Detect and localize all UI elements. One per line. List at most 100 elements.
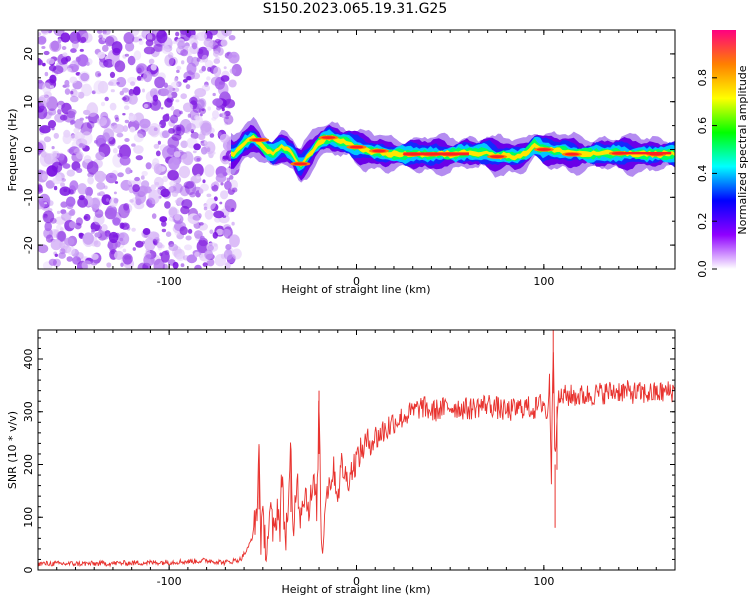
- ridge-hotspot: [371, 149, 386, 153]
- noise-blob: [206, 197, 216, 210]
- noise-blob: [191, 42, 198, 50]
- noise-blob: [194, 115, 200, 121]
- noise-blob: [147, 231, 160, 241]
- noise-blob: [209, 133, 215, 138]
- noise-blob: [200, 122, 212, 136]
- y-tick-label: -10: [22, 188, 35, 206]
- noise-blob: [142, 88, 145, 93]
- noise-blob: [107, 242, 114, 249]
- noise-blob: [183, 181, 195, 189]
- noise-blob: [109, 71, 116, 78]
- noise-blob: [66, 84, 70, 88]
- noise-blob: [112, 47, 121, 56]
- noise-blob: [122, 87, 129, 93]
- noise-blob: [49, 74, 57, 84]
- noise-blob: [69, 31, 81, 44]
- noise-blob: [152, 238, 157, 245]
- y-tick-label: 10: [22, 95, 35, 109]
- noise-blob: [171, 191, 178, 197]
- noise-blob: [228, 79, 237, 88]
- noise-blob: [136, 65, 145, 73]
- noise-blob: [213, 58, 221, 64]
- noise-blob: [49, 40, 62, 53]
- noise-blob: [133, 50, 142, 61]
- noise-blob: [192, 163, 204, 177]
- noise-blob: [176, 69, 180, 73]
- noise-blob: [170, 105, 175, 111]
- noise-blob: [232, 187, 238, 193]
- noise-blob: [133, 86, 141, 96]
- noise-blob: [64, 237, 75, 246]
- noise-blob: [114, 241, 121, 248]
- noise-blob: [93, 240, 99, 245]
- noise-blob: [168, 186, 174, 192]
- noise-blob: [79, 117, 84, 121]
- noise-blob: [204, 209, 214, 220]
- noise-blob: [119, 156, 131, 166]
- noise-blob: [161, 221, 167, 227]
- noise-blob: [223, 114, 234, 125]
- snr-series-line: [38, 352, 675, 568]
- noise-blob: [176, 253, 185, 261]
- noise-blob: [86, 121, 95, 129]
- colorbar-tick-label: 0.6: [696, 117, 709, 135]
- noise-blob: [187, 228, 193, 234]
- noise-blob: [221, 30, 232, 37]
- noise-blob: [164, 201, 171, 209]
- noise-blob: [51, 69, 56, 73]
- noise-blob: [157, 140, 161, 145]
- noise-blob: [133, 133, 144, 143]
- colorbar-gradient: [712, 30, 736, 269]
- ridge-core: [403, 152, 469, 156]
- noise-blob: [172, 40, 177, 45]
- colorbar: 0.0 0.2 0.4 0.6 0.8 Normalized spectral ampl…: [696, 30, 749, 278]
- noise-blob: [207, 244, 214, 251]
- noise-blob: [69, 180, 79, 191]
- noise-blob: [44, 71, 49, 77]
- noise-blob: [39, 125, 51, 134]
- noise-blob: [150, 64, 157, 71]
- noise-blob: [103, 58, 115, 68]
- noise-blob: [118, 203, 130, 219]
- noise-blob: [100, 101, 106, 107]
- noise-blob: [123, 32, 135, 44]
- noise-blob: [223, 66, 227, 70]
- noise-blob: [211, 184, 219, 192]
- noise-blob: [212, 231, 218, 239]
- noise-blob: [107, 81, 114, 86]
- noise-blob: [40, 30, 50, 35]
- y-tick-label: 400: [22, 349, 35, 370]
- noise-blob: [180, 153, 191, 164]
- noise-blob: [206, 193, 212, 198]
- noise-blob: [195, 31, 208, 41]
- noise-blob: [60, 201, 68, 208]
- noise-blob: [170, 91, 178, 99]
- noise-blob: [132, 247, 136, 251]
- noise-blob: [214, 216, 222, 223]
- noise-blob: [114, 181, 119, 184]
- noise-blob: [52, 150, 60, 159]
- noise-blob: [72, 40, 79, 50]
- noise-blob: [101, 224, 108, 232]
- noise-blob: [231, 221, 235, 226]
- noise-blob: [48, 258, 57, 266]
- noise-blob: [192, 214, 201, 221]
- noise-blob: [139, 118, 151, 129]
- noise-blob: [226, 253, 237, 264]
- noise-blob: [60, 57, 69, 65]
- noise-blob: [95, 151, 105, 161]
- noise-blob: [43, 50, 50, 56]
- noise-blob: [220, 39, 228, 47]
- noise-blob: [106, 198, 109, 202]
- noise-blob: [169, 180, 177, 187]
- noise-blob: [180, 140, 188, 149]
- colorbar-label: Normalized spectral amplitude: [736, 65, 749, 234]
- noise-blob: [46, 58, 55, 65]
- noise-blob: [113, 191, 117, 195]
- noise-blob: [177, 40, 186, 50]
- y-tick-label: 200: [22, 454, 35, 475]
- noise-blob: [212, 98, 224, 107]
- noise-blob: [38, 36, 47, 45]
- noise-blob: [122, 253, 133, 265]
- noise-blob: [173, 109, 181, 118]
